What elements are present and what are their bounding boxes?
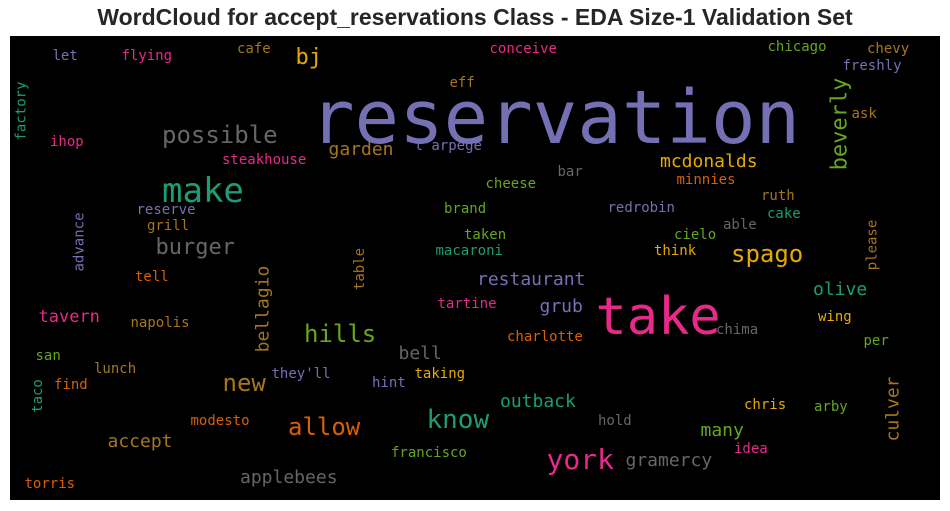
word: hold — [598, 413, 632, 429]
word: brand — [444, 201, 487, 217]
word: idea — [734, 441, 768, 457]
word: advance — [71, 212, 88, 272]
word: macaroni — [435, 243, 503, 259]
word: spago — [731, 240, 804, 268]
word: york — [546, 443, 614, 476]
word: taking — [414, 366, 466, 382]
word: ihop — [50, 134, 84, 150]
word: eff — [449, 75, 475, 91]
word: napolis — [130, 315, 190, 331]
word: bellagio — [251, 265, 273, 353]
word: bell — [398, 343, 442, 364]
word: find — [54, 377, 88, 393]
word: factory — [13, 81, 30, 141]
word: table — [352, 247, 369, 291]
word: applebees — [240, 467, 338, 488]
word: per — [863, 333, 889, 349]
word: olive — [813, 279, 868, 300]
word: know — [426, 405, 490, 435]
word: possible — [162, 121, 278, 149]
word: they'll — [271, 366, 331, 382]
word: freshly — [842, 58, 902, 74]
word: take — [595, 287, 721, 347]
wordcloud-canvas: reservation take make possible bj burger bever… — [10, 36, 940, 500]
word: steakhouse — [222, 152, 307, 168]
word: reserve — [136, 202, 196, 218]
word: mcdonalds — [660, 151, 758, 172]
word: bar — [557, 164, 583, 180]
word: allow — [288, 413, 361, 441]
word: grub — [539, 296, 583, 317]
word: cielo — [674, 227, 717, 243]
word: wing — [818, 309, 852, 325]
word: hint — [372, 375, 406, 391]
word: reservation — [310, 75, 801, 161]
word: flying — [121, 48, 173, 64]
word: san — [35, 348, 61, 364]
word: chima — [716, 322, 759, 338]
word: tavern — [38, 306, 100, 327]
word: torris — [24, 476, 76, 492]
word: let — [52, 48, 78, 64]
word: new — [222, 369, 266, 397]
word: cake — [767, 206, 801, 222]
word: think — [654, 243, 697, 259]
word: accept — [107, 431, 173, 452]
word: charlotte — [507, 329, 583, 345]
word: cafe — [237, 41, 271, 57]
word: burger — [155, 235, 235, 260]
word: chris — [744, 397, 787, 413]
word: please — [863, 219, 880, 271]
word: ruth — [761, 188, 795, 204]
chart-title: WordCloud for accept_reservations Class … — [97, 4, 853, 30]
word: modesto — [190, 413, 250, 429]
word: redrobin — [607, 200, 675, 216]
word: conceive — [489, 41, 557, 57]
word: l'arpege — [414, 138, 482, 154]
word: minnies — [676, 172, 736, 188]
word: restaurant — [477, 269, 586, 290]
word: taco — [29, 379, 46, 413]
word: chevy — [867, 41, 910, 57]
word: tartine — [437, 296, 497, 312]
word: arby — [814, 399, 848, 415]
word: francisco — [391, 445, 467, 461]
word: able — [723, 217, 757, 233]
word: chicago — [767, 39, 827, 55]
word: outback — [500, 391, 576, 412]
word: culver — [882, 376, 904, 442]
word: cheese — [485, 176, 537, 192]
word: beverly — [826, 77, 852, 171]
word: lunch — [94, 361, 137, 377]
word: grill — [147, 218, 190, 234]
word: gramercy — [625, 450, 713, 471]
word: tell — [135, 269, 169, 285]
word: ask — [851, 106, 877, 122]
word: make — [162, 171, 244, 211]
word: taken — [464, 227, 507, 243]
word: garden — [328, 139, 394, 160]
word: many — [700, 420, 744, 441]
word: hills — [304, 320, 377, 348]
word: bj — [295, 45, 323, 70]
